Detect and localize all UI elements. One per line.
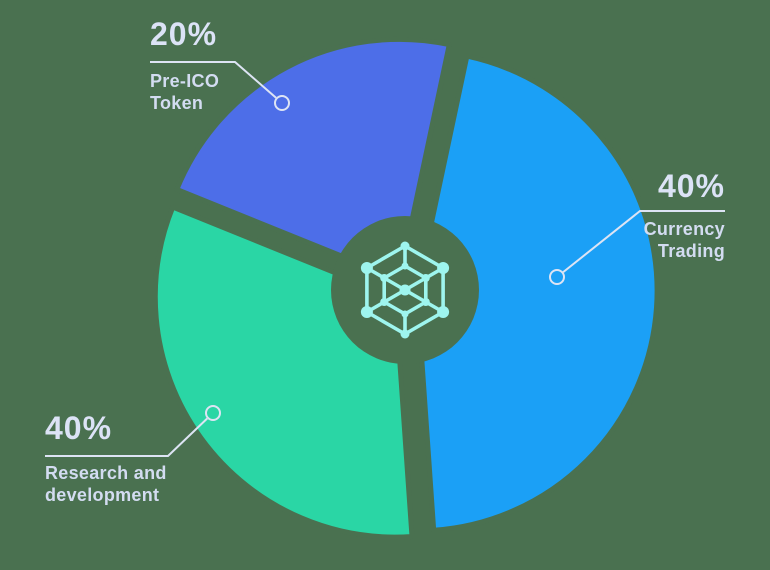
leader-line-currency — [562, 210, 725, 273]
leader-line-pre-ico — [150, 61, 277, 99]
leader-marker-currency — [549, 269, 565, 285]
slice-label-currency-line1: Currency — [643, 219, 725, 239]
blockchain-network-icon — [360, 241, 450, 339]
slice-label-pre-ico-line1: Pre-ICO — [150, 71, 220, 91]
leader-marker-pre-ico — [274, 95, 290, 111]
callout-leader-lines — [45, 61, 725, 457]
slice-percent-currency: 40% — [657, 168, 725, 204]
pie-slice-pre-ico-token — [174, 36, 452, 282]
pie-slices — [152, 36, 660, 540]
slice-label-pre-ico-line2: Token — [150, 92, 204, 113]
icon-center-links — [382, 276, 428, 304]
slice-label-pre-ico: Pre-ICO Token — [150, 71, 219, 115]
leader-line-research — [45, 417, 208, 457]
leader-marker-research — [205, 405, 221, 421]
slice-label-research-line1: Research and — [45, 463, 167, 483]
slice-label-research-line2: development — [45, 484, 160, 505]
slice-label-currency: Currency Trading — [644, 219, 725, 263]
pie-slice-currency-trading — [414, 53, 660, 533]
slice-percent-research: 40% — [45, 410, 113, 446]
slice-label-currency-line2: Trading — [657, 240, 725, 261]
slice-label-research: Research and development — [45, 463, 167, 507]
slice-percent-pre-ico: 20% — [150, 16, 218, 52]
icon-nodes — [360, 241, 450, 339]
icon-spokes — [365, 244, 445, 336]
